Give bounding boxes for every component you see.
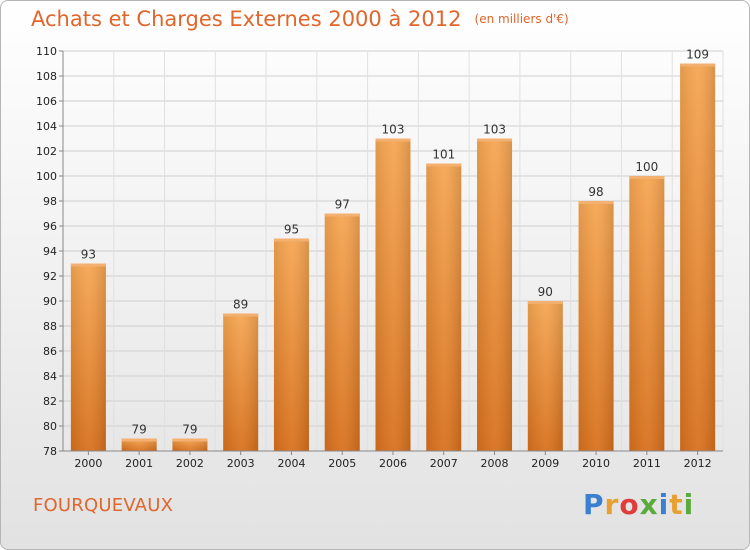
y-tick-label: 86 bbox=[43, 345, 57, 358]
bar-shade bbox=[629, 176, 665, 451]
bar-shade bbox=[273, 238, 309, 451]
x-tick-label: 2008 bbox=[481, 457, 509, 470]
x-tick-label: 2012 bbox=[684, 457, 712, 470]
bar-shade bbox=[578, 201, 614, 451]
data-label: 109 bbox=[686, 48, 709, 62]
bar-top bbox=[578, 201, 614, 204]
y-tick-label: 90 bbox=[43, 295, 57, 308]
bar-shade bbox=[680, 63, 716, 451]
data-label: 79 bbox=[182, 423, 197, 437]
data-label: 103 bbox=[483, 123, 506, 137]
y-tick-label: 88 bbox=[43, 320, 57, 333]
bar-top bbox=[629, 176, 665, 179]
x-tick-label: 2009 bbox=[531, 457, 559, 470]
bar-top bbox=[223, 313, 259, 317]
y-tick-label: 102 bbox=[36, 145, 57, 158]
y-tick-label: 104 bbox=[36, 120, 57, 133]
y-tick-label: 94 bbox=[43, 245, 57, 258]
data-label: 93 bbox=[81, 248, 96, 262]
y-tick-label: 96 bbox=[43, 220, 57, 233]
data-label: 90 bbox=[538, 285, 553, 299]
bar-shade bbox=[121, 438, 157, 451]
x-tick-label: 2011 bbox=[633, 457, 661, 470]
y-tick-label: 106 bbox=[36, 95, 57, 108]
data-label: 103 bbox=[382, 123, 405, 137]
data-label: 79 bbox=[132, 423, 147, 437]
bar-top bbox=[273, 238, 309, 242]
logo-letter: o bbox=[619, 488, 640, 521]
commune-name: FOURQUEVAUX bbox=[33, 495, 174, 516]
logo-letter: x bbox=[639, 488, 659, 521]
x-tick-label: 2003 bbox=[227, 457, 255, 470]
data-label: 97 bbox=[335, 198, 350, 212]
logo-letter: i bbox=[683, 488, 695, 521]
x-tick-label: 2006 bbox=[379, 457, 407, 470]
bars bbox=[70, 63, 716, 451]
bar-shade bbox=[70, 263, 106, 451]
logo-letter: P bbox=[583, 488, 605, 521]
chart-title-text: Achats et Charges Externes 2000 à 2012 bbox=[31, 7, 462, 31]
data-label: 101 bbox=[432, 148, 455, 162]
logo-letter: t bbox=[669, 488, 684, 521]
y-tick-label: 98 bbox=[43, 195, 57, 208]
data-label: 89 bbox=[233, 298, 248, 312]
y-tick-label: 110 bbox=[36, 45, 57, 58]
x-tick-label: 2002 bbox=[176, 457, 204, 470]
y-tick-label: 108 bbox=[36, 70, 57, 83]
bar-top bbox=[121, 438, 157, 442]
x-tick-label: 2001 bbox=[125, 457, 153, 470]
chart-title: Achats et Charges Externes 2000 à 2012 (… bbox=[31, 7, 569, 31]
bar-shade bbox=[324, 213, 360, 451]
y-tick-label: 78 bbox=[43, 445, 57, 458]
y-tick-label: 92 bbox=[43, 270, 57, 283]
bar-top bbox=[70, 263, 106, 267]
axes: 78 80 82 84 86 88 90 92 94 96 98 100 102 104 106 108 110… bbox=[36, 45, 723, 470]
logo-letter: i bbox=[658, 488, 670, 521]
bar-top bbox=[172, 438, 208, 442]
data-label: 100 bbox=[635, 160, 658, 174]
data-labels: 93 79 79 89 95 97 103 101 103 90 98 100 109 bbox=[81, 48, 709, 437]
proxiti-logo: Proxiti bbox=[583, 488, 694, 521]
bar-shade bbox=[426, 163, 462, 451]
bar-shade bbox=[477, 138, 513, 451]
data-label: 98 bbox=[588, 185, 603, 199]
bar-top bbox=[680, 63, 716, 67]
x-tick-label: 2010 bbox=[582, 457, 610, 470]
y-tick-label: 84 bbox=[43, 370, 57, 383]
x-tick-label: 2004 bbox=[277, 457, 305, 470]
bar-top bbox=[324, 213, 360, 217]
bar-shade bbox=[223, 313, 259, 451]
bar-top bbox=[527, 301, 563, 304]
bar-top bbox=[375, 138, 411, 142]
data-label: 95 bbox=[284, 223, 299, 237]
logo-letter: r bbox=[604, 488, 620, 521]
chart-unit: (en milliers d'€) bbox=[474, 12, 569, 26]
bar-top bbox=[426, 163, 462, 167]
bar-shade bbox=[172, 438, 208, 451]
x-tick-label: 2005 bbox=[328, 457, 356, 470]
x-tick-label: 2000 bbox=[74, 457, 102, 470]
y-tick-label: 100 bbox=[36, 170, 57, 183]
y-tick-label: 82 bbox=[43, 395, 57, 408]
bar-top bbox=[477, 138, 513, 142]
y-tick-label: 80 bbox=[43, 420, 57, 433]
bar-shade bbox=[375, 138, 411, 451]
bar-shade bbox=[527, 301, 563, 451]
x-tick-label: 2007 bbox=[430, 457, 458, 470]
